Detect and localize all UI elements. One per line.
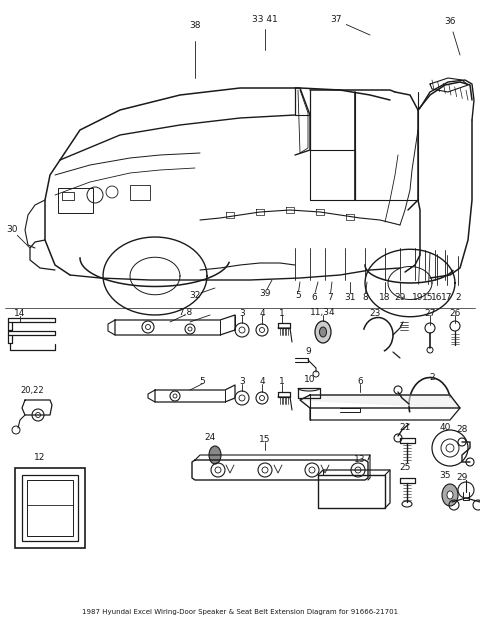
Ellipse shape	[442, 484, 458, 506]
Text: 30: 30	[6, 225, 18, 235]
Text: 27: 27	[424, 308, 436, 318]
Text: 1: 1	[279, 378, 285, 386]
Text: 1987 Hyundai Excel Wiring-Door Speaker & Seat Belt Extension Diagram for 91666-2: 1987 Hyundai Excel Wiring-Door Speaker &…	[82, 609, 398, 615]
Text: 36: 36	[444, 17, 456, 26]
Text: 15: 15	[259, 436, 271, 444]
Text: 23: 23	[369, 308, 381, 318]
Text: 13: 13	[354, 456, 366, 464]
Text: 37: 37	[330, 16, 342, 24]
Text: 3: 3	[239, 308, 245, 318]
Text: 29: 29	[456, 474, 468, 482]
Text: 11,34: 11,34	[310, 308, 336, 318]
Ellipse shape	[320, 327, 326, 337]
Text: 2: 2	[455, 293, 461, 303]
Text: 5: 5	[199, 378, 205, 386]
Ellipse shape	[209, 446, 221, 464]
Text: 26: 26	[449, 308, 461, 318]
Bar	[22, 475, 78, 541]
Text: 31: 31	[344, 293, 356, 303]
Text: 32: 32	[189, 291, 201, 300]
Text: 6: 6	[311, 293, 317, 301]
Text: 25: 25	[399, 464, 411, 472]
Text: 29: 29	[394, 293, 406, 303]
Text: 17: 17	[441, 293, 453, 303]
Text: 21: 21	[399, 424, 411, 432]
Ellipse shape	[315, 321, 331, 343]
Bar	[27, 480, 73, 536]
Text: 20,22: 20,22	[20, 386, 44, 394]
Text: 4: 4	[259, 378, 265, 386]
Text: 15: 15	[422, 293, 434, 303]
Text: 38: 38	[189, 21, 201, 29]
Bar	[58, 188, 93, 213]
Bar	[62, 192, 74, 200]
Text: 7: 7	[327, 293, 333, 303]
Text: 14: 14	[14, 310, 26, 318]
Text: 8: 8	[362, 293, 368, 303]
Text: 12: 12	[34, 454, 46, 462]
Text: 18: 18	[379, 293, 391, 303]
Text: 2: 2	[429, 374, 435, 383]
Text: 28: 28	[456, 426, 468, 434]
Text: 1: 1	[279, 308, 285, 318]
Bar	[15, 468, 85, 548]
Text: 19: 19	[412, 293, 424, 303]
Text: 7,8: 7,8	[178, 308, 192, 318]
Text: 4: 4	[259, 308, 265, 318]
Text: 10: 10	[304, 376, 316, 384]
Text: 9: 9	[305, 348, 311, 356]
Text: 35: 35	[439, 470, 451, 479]
Text: 39: 39	[259, 288, 271, 298]
Text: 24: 24	[204, 434, 216, 442]
Polygon shape	[300, 395, 460, 408]
Ellipse shape	[447, 491, 453, 499]
Text: 3: 3	[239, 378, 245, 386]
Text: 6: 6	[357, 378, 363, 386]
Text: 5: 5	[295, 291, 301, 300]
Text: 16: 16	[431, 293, 443, 303]
Text: 40: 40	[439, 424, 451, 432]
Text: 33 41: 33 41	[252, 16, 278, 24]
Bar	[130, 185, 150, 200]
